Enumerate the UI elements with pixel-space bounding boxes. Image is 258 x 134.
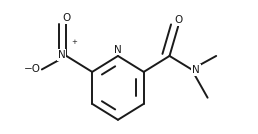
Text: −O: −O [23, 64, 41, 74]
Text: O: O [62, 13, 70, 23]
Text: +: + [71, 39, 77, 45]
Text: N: N [114, 45, 122, 55]
Text: N: N [58, 50, 66, 60]
Text: N: N [192, 65, 200, 75]
Text: O: O [174, 15, 182, 25]
